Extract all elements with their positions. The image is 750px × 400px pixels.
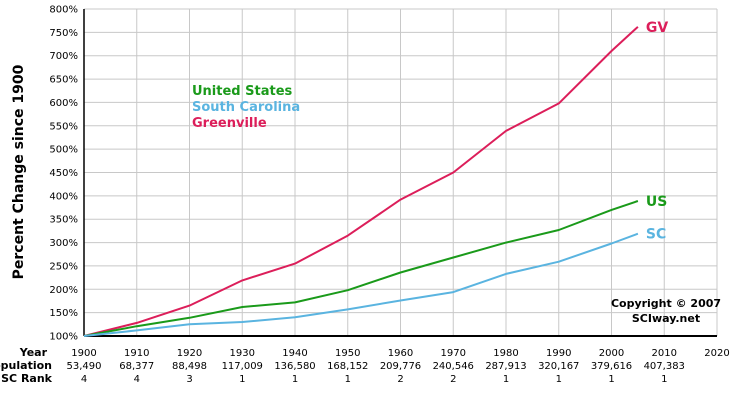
y-tick-label: 450% [49, 168, 78, 179]
copyright: Copyright © 2007 SCIway.net [611, 297, 721, 325]
x-tick-label: 1990 [546, 348, 571, 359]
x-tick-label: 2020 [704, 348, 729, 359]
y-tick-label: 600% [49, 98, 78, 109]
y-tick-labels: 100% 150% 200% 250% 300% 350% 400% 450% 500% 550%… [49, 5, 78, 343]
x-tick-labels: 1900 1910 1920 1930 1940 1950 1960 1970 1980 1990… [71, 348, 729, 359]
row-label-year: Year [19, 346, 48, 359]
y-tick-label: 300% [49, 238, 78, 249]
y-tick-label: 150% [49, 308, 78, 319]
sc-rank-row: 4 4 3 1 1 1 2 2 1 1 1 1 [81, 374, 668, 385]
population-cell: 407,383 [644, 361, 685, 372]
y-tick-label: 400% [49, 191, 78, 202]
y-tick-label: 500% [49, 145, 78, 156]
x-tick-label: 1960 [388, 348, 413, 359]
series-end-labels: GV US SC [646, 20, 668, 243]
axes [83, 9, 717, 337]
population-cell: 53,490 [67, 361, 102, 372]
table-row-labels: Year Population SC Rank [0, 346, 53, 385]
population-cell: 287,913 [485, 361, 526, 372]
y-tick-label: 650% [49, 75, 78, 86]
y-tick-label: 200% [49, 285, 78, 296]
series-end-label-gv: GV [646, 20, 668, 36]
x-tick-label: 1970 [441, 348, 466, 359]
y-tick-label: 700% [49, 51, 78, 62]
legend-greenville: Greenville [192, 116, 267, 131]
x-tick-label: 1940 [282, 348, 307, 359]
x-tick-label: 2010 [652, 348, 677, 359]
population-cell: 320,167 [538, 361, 579, 372]
sc-rank-cell: 1 [292, 374, 298, 385]
population-row: 53,490 68,377 88,498 117,009 136,580 168,152 2… [67, 361, 685, 372]
series-line-us [83, 200, 639, 337]
population-cell: 168,152 [327, 361, 368, 372]
sc-rank-cell: 1 [503, 374, 509, 385]
x-tick-label: 1910 [124, 348, 149, 359]
row-label-population: Population [0, 359, 52, 372]
population-cell: 88,498 [172, 361, 207, 372]
y-tick-label: 550% [49, 121, 78, 132]
y-tick-label: 800% [49, 5, 78, 16]
y-tick-label: 100% [49, 332, 78, 343]
series-end-label-sc: SC [646, 227, 666, 243]
sc-rank-cell: 1 [239, 374, 245, 385]
x-tick-label: 1920 [177, 348, 202, 359]
copyright-line-1: Copyright © 2007 [611, 297, 721, 310]
sc-rank-cell: 1 [661, 374, 667, 385]
sc-rank-cell: 3 [186, 374, 192, 385]
population-cell: 136,580 [274, 361, 315, 372]
row-label-sc-rank: SC Rank [1, 372, 53, 385]
x-tick-label: 1900 [71, 348, 96, 359]
series-line-sc [83, 232, 639, 337]
sc-rank-cell: 4 [81, 374, 87, 385]
series-end-label-us: US [646, 194, 667, 210]
sc-rank-cell: 4 [134, 374, 140, 385]
population-cell: 240,546 [433, 361, 474, 372]
population-cell: 68,377 [119, 361, 154, 372]
legend: United States South Carolina Greenville [192, 84, 300, 131]
series-line-gv [83, 26, 639, 337]
sc-rank-cell: 2 [450, 374, 456, 385]
y-tick-label: 350% [49, 215, 78, 226]
population-cell: 209,776 [380, 361, 421, 372]
y-axis-label: Percent Change since 1900 [11, 64, 27, 279]
x-tick-label: 2000 [599, 348, 624, 359]
sc-rank-cell: 1 [556, 374, 562, 385]
x-tick-label: 1980 [493, 348, 518, 359]
series-lines [83, 26, 639, 337]
x-tick-label: 1950 [335, 348, 360, 359]
y-tick-label: 250% [49, 261, 78, 272]
legend-united-states: United States [192, 84, 293, 99]
sc-rank-cell: 1 [608, 374, 614, 385]
sc-rank-cell: 1 [345, 374, 351, 385]
x-tick-label: 1930 [230, 348, 255, 359]
legend-south-carolina: South Carolina [192, 100, 300, 115]
sc-rank-cell: 2 [397, 374, 403, 385]
copyright-line-2: SCIway.net [632, 312, 700, 325]
population-cell: 117,009 [222, 361, 263, 372]
population-cell: 379,616 [591, 361, 632, 372]
y-tick-label: 750% [49, 28, 78, 39]
gridlines [83, 8, 718, 337]
